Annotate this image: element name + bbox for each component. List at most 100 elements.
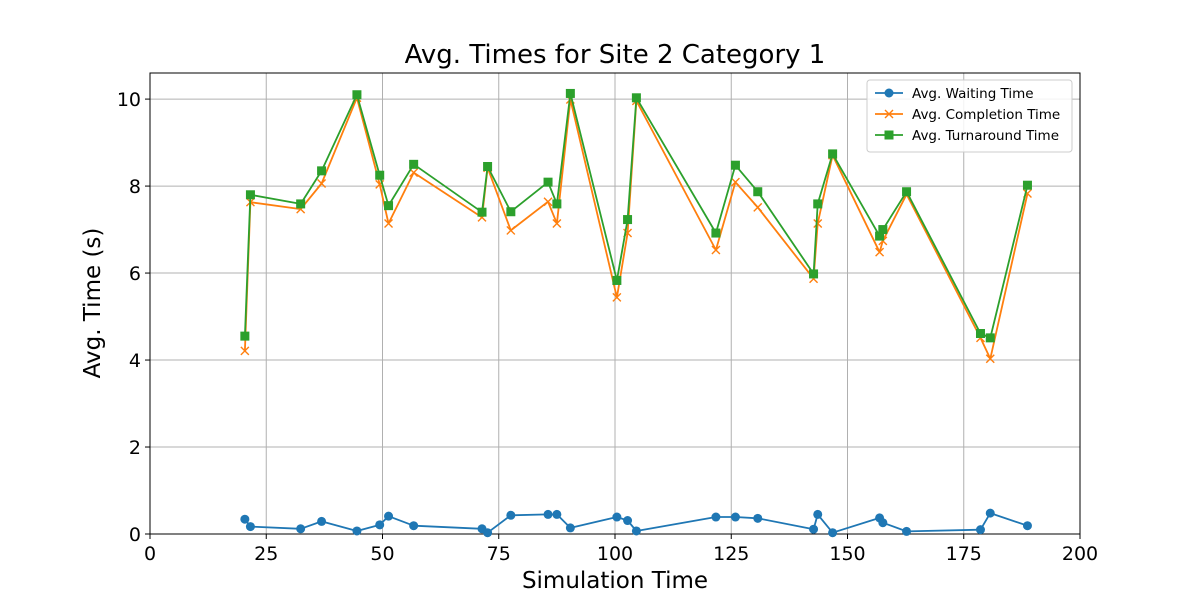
data-point (543, 509, 553, 519)
data-point (352, 526, 362, 536)
y-tick-label: 10 (117, 89, 141, 111)
plot-frame (149, 72, 1081, 535)
data-point (317, 516, 327, 526)
data-point (506, 225, 516, 235)
data-point (477, 207, 487, 217)
chart-title: Avg. Times for Site 2 Category 1 (405, 40, 826, 70)
data-point (985, 354, 995, 364)
data-point (813, 218, 823, 228)
grid (150, 73, 1080, 534)
legend-label: Avg. Waiting Time (912, 86, 1034, 102)
data-point (753, 202, 763, 212)
legend-marker (884, 88, 894, 98)
legend-label: Avg. Completion Time (912, 107, 1060, 123)
data-point (240, 346, 250, 356)
data-point (317, 166, 327, 176)
data-point (623, 516, 633, 526)
data-point (985, 333, 995, 343)
data-point (245, 522, 255, 532)
data-point (878, 225, 888, 235)
legend-label: Avg. Turnaround Time (912, 128, 1059, 144)
data-point (409, 521, 419, 531)
data-point (809, 269, 819, 279)
data-point (409, 159, 419, 169)
data-point (384, 511, 394, 521)
x-marker-stroke (813, 218, 823, 228)
data-point (875, 231, 885, 241)
data-point (543, 177, 553, 187)
data-point (483, 162, 493, 172)
data-point (317, 178, 327, 188)
legend: Avg. Waiting Time Avg. Completion Time Avg… (866, 79, 1073, 153)
y-tick-label: 6 (129, 263, 141, 285)
data-point (813, 199, 823, 209)
x-marker-stroke (711, 245, 721, 255)
x-axis-label: Simulation Time (522, 568, 708, 594)
data-point (612, 292, 622, 302)
x-marker-stroke (730, 177, 740, 187)
data-point (543, 197, 553, 207)
x-marker-stroke (884, 109, 894, 119)
data-point (623, 215, 633, 225)
data-point (384, 218, 394, 228)
data-point (506, 207, 516, 217)
data-point (730, 177, 740, 187)
x-marker-stroke (240, 346, 250, 356)
data-point (506, 510, 516, 520)
data-point (296, 524, 306, 534)
data-point (565, 88, 575, 98)
data-point (711, 228, 721, 238)
data-point (384, 201, 394, 211)
data-point (375, 520, 385, 530)
data-point (375, 170, 385, 180)
x-marker-stroke (317, 178, 327, 188)
data-point (902, 187, 912, 197)
y-tick-label: 8 (129, 176, 141, 198)
legend-entry: Avg. Waiting Time (875, 86, 1034, 102)
y-tick-label: 0 (129, 524, 141, 546)
x-tick-label: 0 (144, 543, 156, 565)
y-tick-label: 4 (129, 350, 141, 372)
data-point (483, 528, 493, 538)
x-tick-label: 150 (829, 543, 865, 565)
data-point (828, 528, 838, 538)
legend-entry: Avg. Turnaround Time (875, 128, 1059, 144)
x-marker-stroke (875, 247, 885, 257)
x-marker-stroke (384, 218, 394, 228)
data-point (828, 149, 838, 159)
x-marker-stroke (552, 218, 562, 228)
x-marker-stroke (985, 354, 995, 364)
data-point (711, 245, 721, 255)
series-avg-waiting-time (240, 508, 1032, 538)
x-tick-label: 25 (254, 543, 278, 565)
x-tick-label: 50 (370, 543, 394, 565)
x-tick-label: 75 (487, 543, 511, 565)
data-point (753, 187, 763, 197)
data-point (240, 331, 250, 341)
series-avg-turnaround-time (240, 88, 1032, 343)
data-point (352, 90, 362, 100)
data-point (612, 512, 622, 522)
axes: 0 25 50 75 100 125 150 175 200 0 2 4 6 8 10 (117, 72, 1098, 565)
data-point (245, 190, 255, 200)
x-marker-stroke (878, 236, 888, 246)
data-point (631, 526, 641, 536)
data-point (552, 199, 562, 209)
data-point (711, 512, 721, 522)
data-point (1022, 521, 1032, 531)
data-point (1022, 180, 1032, 190)
x-marker-stroke (612, 292, 622, 302)
data-point (878, 518, 888, 528)
x-tick-label: 100 (597, 543, 633, 565)
x-marker-stroke (543, 197, 553, 207)
x-marker-stroke (753, 202, 763, 212)
data-point (565, 523, 575, 533)
legend-marker (884, 109, 894, 119)
data-point (730, 512, 740, 522)
x-tick-label: 175 (946, 543, 982, 565)
legend-box (866, 79, 1073, 153)
data-point (730, 160, 740, 170)
data-point (875, 247, 885, 257)
data-point (809, 524, 819, 534)
